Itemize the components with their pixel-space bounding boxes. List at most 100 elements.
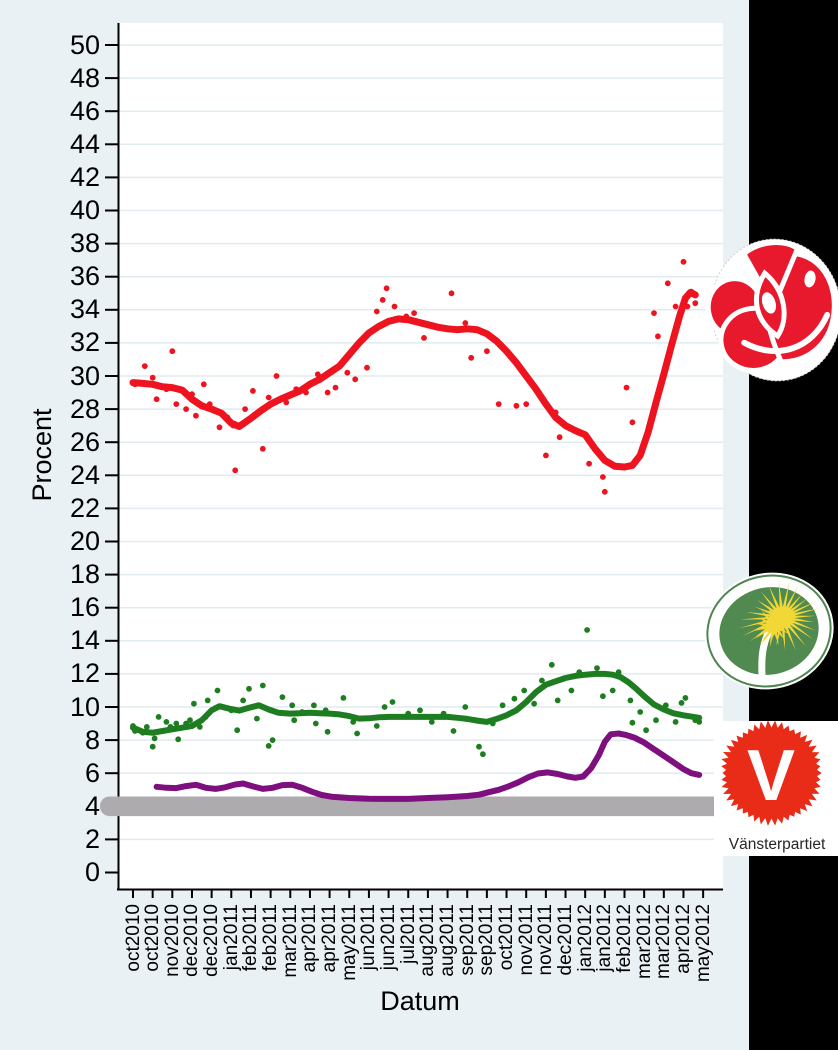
- x-tick-label: nov2011: [535, 904, 557, 976]
- trend-line-socialdemokraterna: [129, 288, 699, 471]
- poll-dot-socialdemokraterna: [324, 389, 331, 396]
- poll-dot-miljöpartiet: [175, 736, 182, 743]
- poll-dot-miljöpartiet: [155, 714, 162, 720]
- poll-dot-miljöpartiet: [246, 685, 252, 692]
- x-tick-label: oct2011: [496, 904, 518, 971]
- poll-dot-socialdemokraterna: [680, 258, 687, 265]
- poll-dot-miljöpartiet: [637, 709, 644, 715]
- poll-dot-miljöpartiet: [539, 677, 545, 684]
- y-tick-label: 6: [84, 757, 100, 788]
- poll-dot-miljöpartiet: [204, 697, 211, 704]
- y-tick-label: 12: [69, 658, 100, 689]
- poll-dot-socialdemokraterna: [259, 445, 266, 452]
- poll-dot-miljöpartiet: [672, 719, 679, 725]
- poll-dot-miljöpartiet: [428, 719, 435, 725]
- y-tick-label: 10: [69, 691, 100, 722]
- x-tick-label: dec2011: [555, 904, 577, 976]
- poll-dot-miljöpartiet: [600, 693, 606, 700]
- poll-dot-socialdemokraterna: [232, 467, 239, 474]
- poll-dot-socialdemokraterna: [629, 419, 636, 426]
- x-tick-label: jun2011: [378, 904, 400, 971]
- poll-dot-miljöpartiet: [568, 687, 575, 694]
- y-tick-label: 8: [84, 724, 100, 755]
- poll-dot-miljöpartiet: [340, 695, 347, 701]
- y-axis-title: Procent: [27, 408, 57, 502]
- poll-dot-miljöpartiet: [234, 727, 241, 734]
- miljopartiet-dandelion-logo: [704, 572, 834, 690]
- poll-dot-socialdemokraterna: [601, 488, 608, 495]
- poll-dot-socialdemokraterna: [200, 381, 207, 388]
- poll-dot-miljöpartiet: [653, 717, 659, 724]
- poll-dot-socialdemokraterna: [462, 320, 469, 326]
- x-tick-label: nov2010: [161, 904, 183, 977]
- poll-dot-socialdemokraterna: [364, 364, 370, 371]
- poll-dot-miljöpartiet: [291, 717, 298, 724]
- poll-dot-socialdemokraterna: [651, 310, 657, 316]
- y-tick-label: 14: [69, 625, 100, 656]
- poll-dot-miljöpartiet: [254, 715, 260, 722]
- y-tick-label: 2: [84, 823, 100, 854]
- poll-dot-miljöpartiet: [548, 661, 555, 668]
- x-tick-label: feb2012: [614, 904, 635, 973]
- poll-dot-miljöpartiet: [259, 682, 266, 689]
- poll-dot-socialdemokraterna: [153, 396, 160, 403]
- poll-dot-socialdemokraterna: [448, 290, 455, 297]
- x-axis-title: Datum: [380, 986, 460, 1016]
- y-tick-label: 24: [69, 459, 100, 490]
- poll-dot-socialdemokraterna: [216, 424, 223, 431]
- vansterpartiet-caption: Vänsterpartiet: [729, 836, 826, 853]
- threshold-band: [100, 796, 755, 817]
- poll-dot-miljöpartiet: [499, 702, 506, 709]
- poll-dot-socialdemokraterna: [332, 384, 339, 391]
- poll-dot-socialdemokraterna: [373, 308, 380, 315]
- poll-dot-miljöpartiet: [311, 702, 317, 709]
- dandelion-flower-inner: [753, 603, 796, 648]
- poll-dot-socialdemokraterna: [468, 354, 475, 361]
- poll-dot-miljöpartiet: [521, 687, 528, 694]
- poll-dot-miljöpartiet: [373, 723, 380, 729]
- poll-dot-socialdemokraterna: [173, 401, 180, 407]
- poll-dot-socialdemokraterna: [421, 335, 427, 341]
- socialdemokraterna-rose-logo: [705, 238, 838, 382]
- poll-dot-miljöpartiet: [476, 743, 482, 750]
- x-tick-label: mar2012: [633, 904, 655, 979]
- poll-dot-socialdemokraterna: [250, 388, 256, 394]
- poll-dot-miljöpartiet: [265, 743, 272, 749]
- poll-dot-socialdemokraterna: [344, 369, 351, 376]
- y-tick-label: 4: [84, 790, 100, 821]
- y-tick-label: 32: [69, 327, 100, 358]
- dandelion-flower: [738, 581, 820, 651]
- y-tick-label: 22: [69, 492, 100, 523]
- y-tick-label: 40: [69, 195, 100, 225]
- x-tick-label: may2012: [692, 904, 714, 983]
- poll-dot-socialdemokraterna: [193, 412, 199, 419]
- poll-dot-socialdemokraterna: [523, 401, 530, 407]
- poll-dot-miljöpartiet: [354, 730, 360, 737]
- poll-dot-miljöpartiet: [173, 720, 180, 727]
- y-tick-label: 38: [69, 228, 100, 259]
- poll-dot-socialdemokraterna: [141, 363, 148, 369]
- poll-dot-miljöpartiet: [462, 704, 469, 710]
- vansterpartiet-letter: V: [747, 736, 795, 816]
- vansterpartiet-logo: V Vänsterpartiet: [714, 720, 838, 856]
- x-tick-label: apr2011: [319, 904, 341, 973]
- poll-dot-miljöpartiet: [417, 707, 423, 714]
- poll-dot-miljöpartiet: [289, 702, 296, 709]
- poll-dot-socialdemokraterna: [265, 394, 272, 401]
- x-tick-label: oct2010: [142, 904, 164, 972]
- poll-dot-socialdemokraterna: [655, 333, 661, 340]
- x-tick-label: feb2011: [240, 904, 262, 972]
- vansterpartiet-carnation: [721, 720, 822, 826]
- x-tick-label: aug2011: [437, 904, 459, 977]
- y-tick-label: 50: [69, 29, 100, 60]
- poll-dot-miljöpartiet: [594, 665, 600, 671]
- x-tick-label: aug2011: [417, 904, 439, 977]
- rose-smile-line: [741, 311, 831, 354]
- poll-dot-socialdemokraterna: [273, 373, 280, 379]
- poll-dot-miljöpartiet: [682, 695, 689, 701]
- poll-dot-socialdemokraterna: [672, 303, 679, 310]
- x-tick-label: apr2012: [672, 904, 694, 974]
- y-tick-label: 20: [69, 526, 100, 556]
- y-tick-label: 0: [84, 857, 100, 887]
- rose-top-petal: [740, 240, 801, 313]
